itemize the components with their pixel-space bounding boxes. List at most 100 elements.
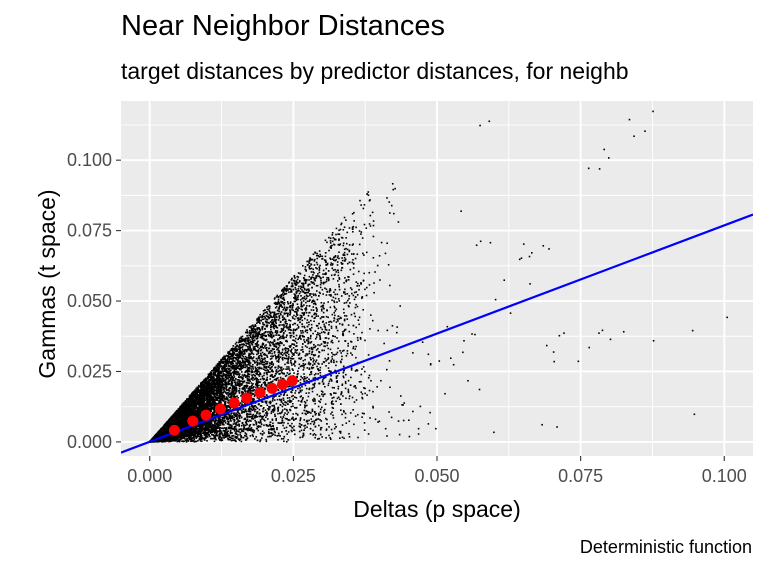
scatter-point-1535 bbox=[269, 406, 271, 408]
scatter-point-631 bbox=[319, 264, 321, 267]
scatter-point-4149 bbox=[344, 387, 347, 390]
scatter-point-1722 bbox=[294, 337, 297, 340]
scatter-point-1100 bbox=[301, 398, 304, 400]
scatter-point-760 bbox=[297, 367, 300, 370]
scatter-point-220 bbox=[333, 396, 335, 399]
scatter-point-894 bbox=[317, 254, 319, 257]
scatter-point-4226 bbox=[273, 323, 275, 326]
scatter-point-1810 bbox=[297, 326, 300, 328]
scatter-point-3897 bbox=[280, 300, 282, 303]
scatter-point-2424 bbox=[256, 425, 259, 428]
scatter-point-1216 bbox=[299, 378, 302, 381]
scatter-point-3825 bbox=[296, 290, 299, 292]
scatter-point-2852 bbox=[282, 337, 285, 340]
scatter-point-4540 bbox=[322, 304, 325, 307]
scatter-point-4044 bbox=[310, 334, 312, 337]
scatter-point-1755 bbox=[313, 312, 316, 315]
scatter-point-1981 bbox=[236, 370, 238, 373]
scatter-point-3939 bbox=[196, 392, 199, 394]
scatter-point-1052 bbox=[266, 306, 268, 309]
scatter-point-1704 bbox=[319, 292, 321, 295]
scatter-point-868 bbox=[325, 322, 328, 324]
scatter-point-823 bbox=[273, 408, 276, 410]
scatter-point-4147 bbox=[285, 440, 288, 443]
scatter-point-317 bbox=[233, 389, 236, 392]
scatter-point-4750 bbox=[235, 348, 238, 351]
scatter-point-1692 bbox=[328, 291, 331, 293]
scatter-point-2544 bbox=[219, 416, 221, 419]
scatter-point-710 bbox=[324, 281, 326, 284]
scatter-point-4622 bbox=[274, 331, 277, 334]
scatter-point-2351 bbox=[232, 356, 235, 359]
scatter-point-833 bbox=[220, 439, 223, 442]
scatter-point-1010 bbox=[270, 362, 272, 365]
scatter-point-1125 bbox=[270, 325, 273, 328]
scatter-point-1119 bbox=[191, 437, 193, 440]
scatter-point-600 bbox=[234, 428, 237, 430]
scatter-point-3869 bbox=[275, 326, 278, 329]
scatter-point-988 bbox=[258, 357, 261, 359]
scatter-point-1800 bbox=[343, 302, 346, 304]
scatter-point-4746 bbox=[280, 305, 282, 307]
scatter-point-4929 bbox=[301, 309, 303, 311]
scatter-point-573 bbox=[326, 276, 328, 279]
scatter-point-2870 bbox=[318, 269, 321, 271]
scatter-point-1023 bbox=[292, 329, 295, 332]
scatter-point-2025 bbox=[265, 344, 267, 346]
scatter-point-232 bbox=[256, 370, 258, 372]
scatter-point-4637 bbox=[292, 304, 294, 306]
scatter-point-1928 bbox=[299, 280, 301, 282]
scatter-point-574 bbox=[222, 427, 225, 430]
scatter-point-539 bbox=[304, 345, 307, 347]
scatter-point-138 bbox=[215, 386, 218, 388]
scatter-point-4260 bbox=[356, 253, 359, 256]
scatter-point-4589 bbox=[213, 390, 215, 392]
scatter-point-2576 bbox=[317, 344, 319, 346]
scatter-point-3873 bbox=[226, 416, 228, 419]
scatter-point-3800 bbox=[257, 386, 259, 389]
scatter-point-3932 bbox=[282, 394, 285, 397]
scatter-point-2476 bbox=[244, 439, 247, 441]
scatter-point-4707 bbox=[224, 365, 227, 368]
scatter-point-2860 bbox=[308, 275, 311, 278]
scatter-point-4661 bbox=[240, 377, 243, 379]
scatter-point-874 bbox=[259, 432, 262, 435]
scatter-point-4883 bbox=[352, 230, 354, 233]
scatter-point-960 bbox=[228, 353, 230, 356]
scatter-point-1099 bbox=[265, 379, 267, 381]
scatter-point-688 bbox=[290, 359, 292, 362]
scatter-point-1161 bbox=[334, 297, 337, 300]
scatter-point-1351 bbox=[339, 437, 341, 439]
scatter-point-4277 bbox=[324, 326, 327, 329]
scatter-point-2866 bbox=[303, 364, 306, 366]
scatter-point-1510 bbox=[290, 304, 293, 307]
scatter-point-2313 bbox=[253, 408, 255, 411]
scatter-point-857 bbox=[193, 436, 195, 439]
scatter-point-2275 bbox=[365, 294, 368, 297]
scatter-point-2699 bbox=[316, 298, 319, 301]
scatter-point-615 bbox=[284, 363, 286, 366]
scatter-point-4091 bbox=[248, 352, 250, 355]
scatter-point-144 bbox=[269, 368, 271, 370]
scatter-point-4413 bbox=[222, 361, 224, 363]
scatter-point-603 bbox=[280, 295, 283, 298]
scatter-point-1814 bbox=[305, 309, 307, 312]
scatter-point-2079 bbox=[287, 358, 290, 361]
scatter-point-1724 bbox=[361, 412, 364, 415]
scatter-point-4136 bbox=[257, 321, 259, 324]
scatter-point-25 bbox=[250, 382, 253, 384]
scatter-point-1958 bbox=[319, 369, 321, 371]
scatter-point-1851 bbox=[221, 416, 223, 419]
scatter-point-2173 bbox=[210, 404, 213, 406]
scatter-point-2396 bbox=[200, 440, 203, 442]
scatter-point-1289 bbox=[326, 241, 328, 244]
scatter-point-4129 bbox=[349, 412, 352, 414]
scatter-point-1826 bbox=[316, 308, 318, 311]
scatter-point-942 bbox=[250, 368, 253, 370]
scatter-point-1795 bbox=[316, 275, 319, 277]
scatter-point-3949 bbox=[341, 237, 344, 239]
scatter-point-4271 bbox=[254, 414, 256, 417]
scatter-point-4051 bbox=[304, 279, 307, 282]
scatter-point-965 bbox=[288, 319, 290, 321]
scatter-point-4220 bbox=[238, 416, 240, 418]
